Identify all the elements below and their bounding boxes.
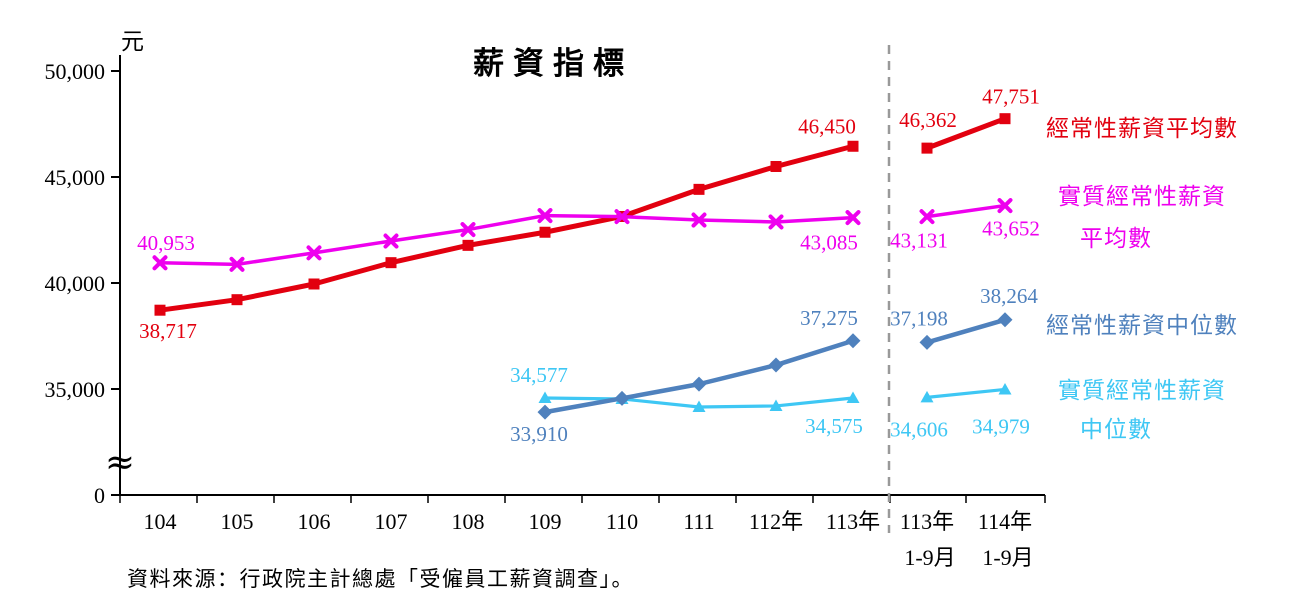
series-1-marker-x	[229, 256, 245, 272]
x-axis-category-label: 107	[375, 509, 408, 534]
series-1-marker-x	[919, 209, 935, 225]
x-axis-category-label: 109	[529, 509, 562, 534]
series-2-marker-diamond	[768, 357, 784, 373]
series-0-marker-square	[308, 278, 320, 290]
x-axis-category-label: 110	[606, 509, 638, 534]
series-2-marker-diamond	[845, 333, 861, 349]
series-3-legend-label: 實質經常性薪資	[1058, 378, 1226, 403]
x-axis-category-sublabel: 1-9月	[904, 545, 955, 570]
y-axis-tick-label: 40,000	[45, 271, 106, 296]
x-axis-category-sublabel: 1-9月	[982, 545, 1033, 570]
series-3-marker-triangle	[998, 382, 1012, 395]
source-note: 資料來源：行政院主計總處「受僱員工薪資調查」。	[127, 567, 634, 591]
series-3-marker-triangle	[769, 399, 783, 411]
series-1-marker-x	[614, 209, 630, 225]
series-1-marker-x	[845, 210, 861, 226]
series-2-line	[926, 317, 1006, 345]
series-2-point-label: 37,275	[800, 306, 858, 330]
series-1-point-label: 43,131	[890, 229, 948, 253]
series-3-point-label: 34,979	[972, 414, 1030, 438]
series-0-marker-square	[770, 160, 782, 172]
y-axis-tick-label: 45,000	[45, 165, 106, 190]
series-1-point-label: 40,953	[137, 231, 195, 255]
series-3-point-label: 34,575	[805, 414, 863, 438]
series-0-marker-square	[999, 113, 1011, 125]
series-3-legend-label: 中位數	[1080, 417, 1152, 442]
series-3-marker-triangle	[538, 391, 552, 403]
series-0-point-label: 38,717	[139, 319, 197, 343]
series-2-marker-diamond	[691, 376, 707, 392]
series-3-point-label: 34,577	[510, 363, 568, 387]
series-0-marker-square	[462, 239, 474, 251]
series-1-point-label: 43,085	[800, 231, 858, 255]
series-0-marker-square	[154, 304, 166, 316]
series-0-marker-square	[385, 257, 397, 269]
series-2-point-label: 37,198	[890, 306, 948, 330]
series-1-line	[159, 213, 854, 267]
x-axis-category-label: 112年	[749, 509, 803, 534]
series-3-point-label: 34,606	[890, 417, 948, 441]
plot-group: 50,000 45,000 40,000 35,000 0≈104 105 106 107 10…	[45, 45, 1238, 570]
series-0-line	[159, 143, 854, 313]
series-2-point-label: 33,910	[510, 422, 568, 446]
series-2-marker-diamond	[614, 390, 630, 406]
series-1-marker-x	[997, 198, 1013, 214]
series-1-line	[926, 203, 1006, 219]
x-axis-category-label: 105	[221, 509, 254, 534]
series-1-marker-x	[768, 214, 784, 230]
series-0-marker-square	[921, 142, 933, 154]
series-0-marker-square	[539, 226, 551, 238]
series-1-marker-x	[306, 245, 322, 261]
series-0-point-label: 47,751	[982, 85, 1040, 109]
y-axis-break-symbol: ≈	[105, 442, 135, 483]
series-0-marker-square	[693, 183, 705, 195]
x-axis-category-label: 104	[144, 509, 177, 534]
series-3-marker-triangle	[692, 400, 706, 413]
series-0-point-label: 46,362	[899, 108, 957, 132]
series-2-point-label: 38,264	[980, 284, 1038, 308]
x-axis-category-label: 114年	[978, 509, 1032, 534]
series-1-legend-label: 實質經常性薪資	[1058, 184, 1226, 209]
y-axis-tick-label: 35,000	[45, 377, 106, 402]
series-1-marker-x	[383, 233, 399, 249]
x-axis-category-label: 111	[683, 509, 714, 534]
x-axis-category-label: 113年	[826, 509, 880, 534]
chart-title: 薪資指標	[473, 46, 633, 81]
series-1-marker-x	[152, 255, 168, 271]
y-axis-tick-label: 50,000	[45, 59, 106, 84]
series-0-line	[926, 116, 1006, 151]
series-0-marker-square	[231, 294, 243, 306]
series-2-marker-diamond	[537, 404, 553, 420]
y-axis-unit-label: 元	[121, 29, 144, 54]
series-3-marker-triangle	[920, 390, 934, 403]
series-2-marker-diamond	[919, 334, 935, 350]
series-2-legend-label: 經常性薪資中位數	[1046, 313, 1238, 338]
x-axis-category-label: 108	[452, 509, 485, 534]
series-0-marker-square	[847, 140, 859, 152]
series-0-point-label: 46,450	[798, 114, 856, 138]
series-0-legend-label: 經常性薪資平均數	[1046, 116, 1238, 141]
series-2-marker-diamond	[997, 312, 1013, 328]
series-1-marker-x	[691, 212, 707, 228]
series-1-legend-label: 平均數	[1080, 226, 1152, 251]
x-axis-category-label: 106	[298, 509, 331, 534]
series-3-line	[926, 387, 1006, 399]
series-1-point-label: 43,652	[982, 217, 1040, 241]
series-1-marker-x	[537, 208, 553, 224]
series-1-marker-x	[460, 222, 476, 238]
x-axis-category-label: 113年	[900, 509, 954, 534]
y-axis-tick-label: 0	[94, 483, 105, 508]
series-3-marker-triangle	[846, 391, 860, 404]
